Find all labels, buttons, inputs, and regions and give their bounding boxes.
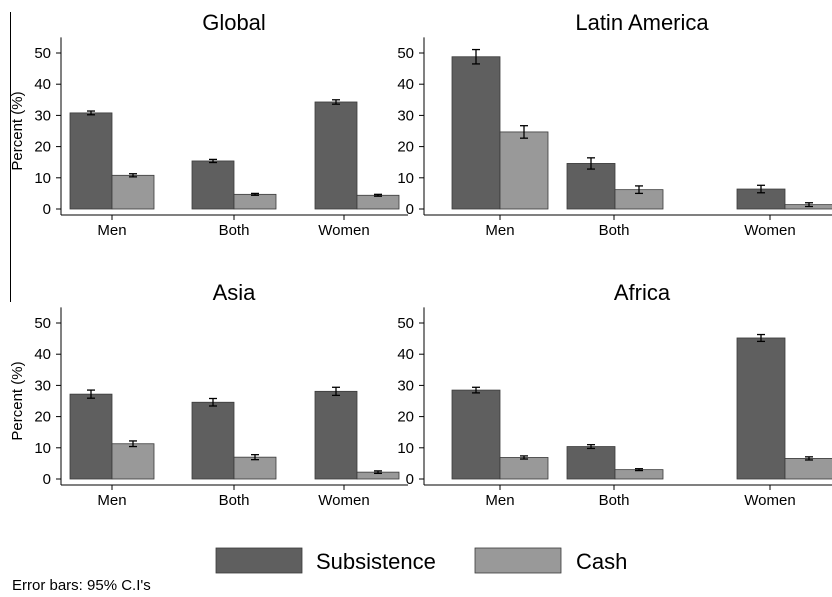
panel-title: Latin America xyxy=(575,10,709,35)
bar-subsistence-women xyxy=(314,390,358,480)
y-tick-label: 0 xyxy=(43,471,51,488)
bar-subsistence-men xyxy=(69,393,113,480)
bar-subsistence-both xyxy=(566,163,616,210)
bar-cash-both xyxy=(233,456,277,480)
x-category-label: Both xyxy=(599,492,630,509)
bar-subsistence-men xyxy=(451,389,501,480)
panel-title: Asia xyxy=(213,280,257,305)
bar-cash-women xyxy=(356,194,400,210)
bar-subsistence-both xyxy=(191,160,235,210)
y-tick-label: 0 xyxy=(43,201,51,218)
bar-cash-men xyxy=(111,174,155,210)
y-tick-label: 40 xyxy=(34,76,51,93)
panel-asia: Asia Percent (%) 0 10 20 30 40 50 Men Both Women xyxy=(9,280,408,509)
legend-label-subsistence: Subsistence xyxy=(316,549,436,574)
y-tick-label: 50 xyxy=(34,315,51,332)
y-tick-label: 0 xyxy=(406,471,414,488)
panel-title: Global xyxy=(202,10,266,35)
panel-global: Global Percent (%) 0 10 20 30 40 50 Men Both Wom… xyxy=(9,10,408,239)
bar-cash-men xyxy=(111,443,155,480)
bar-subsistence-both xyxy=(191,401,235,480)
bar-subsistence-women xyxy=(314,101,358,210)
x-category-label: Women xyxy=(318,492,369,509)
x-category-label: Women xyxy=(744,222,795,239)
bar-subsistence-men xyxy=(69,112,113,210)
x-category-label: Men xyxy=(97,492,126,509)
y-tick-label: 20 xyxy=(34,409,51,426)
legend: Subsistence Cash xyxy=(215,547,627,574)
x-category-label: Both xyxy=(219,492,250,509)
y-tick-label: 40 xyxy=(397,346,414,363)
y-axis-label: Percent (%) xyxy=(9,91,26,170)
x-category-label: Men xyxy=(485,222,514,239)
y-tick-label: 30 xyxy=(34,107,51,124)
bar-cash-men xyxy=(499,457,549,480)
x-category-label: Both xyxy=(599,222,630,239)
y-tick-label: 10 xyxy=(34,170,51,187)
y-tick-label: 50 xyxy=(34,45,51,62)
legend-label-cash: Cash xyxy=(576,549,627,574)
y-tick-label: 50 xyxy=(397,315,414,332)
y-axis-label: Percent (%) xyxy=(9,361,26,440)
y-tick-label: 30 xyxy=(397,107,414,124)
y-tick-label: 20 xyxy=(34,139,51,156)
y-tick-label: 0 xyxy=(406,201,414,218)
legend-swatch-subsistence xyxy=(215,547,303,574)
legend-swatch-cash xyxy=(474,547,562,574)
y-tick-label: 20 xyxy=(397,409,414,426)
y-tick-label: 50 xyxy=(397,45,414,62)
y-tick-label: 40 xyxy=(397,76,414,93)
bar-subsistence-women xyxy=(736,337,786,480)
y-tick-label: 10 xyxy=(397,170,414,187)
x-category-label: Men xyxy=(97,222,126,239)
bar-subsistence-men xyxy=(451,56,501,210)
y-tick-label: 20 xyxy=(397,139,414,156)
bar-cash-both xyxy=(233,193,277,210)
y-tick-label: 30 xyxy=(397,377,414,394)
x-category-label: Men xyxy=(485,492,514,509)
y-tick-label: 10 xyxy=(397,440,414,457)
panel-latin-america: Latin America 0 10 20 30 40 50 Men Both Women xyxy=(397,10,832,239)
y-tick-label: 10 xyxy=(34,440,51,457)
error-bar-note: Error bars: 95% C.I's xyxy=(12,577,151,594)
bar-cash-women xyxy=(784,458,832,480)
x-category-label: Women xyxy=(744,492,795,509)
panel-title: Africa xyxy=(614,280,671,305)
panel-africa: Africa 0 10 20 30 40 50 Men Both Women xyxy=(397,280,832,509)
bar-subsistence-both xyxy=(566,446,616,480)
x-category-label: Both xyxy=(219,222,250,239)
x-category-label: Women xyxy=(318,222,369,239)
y-tick-label: 30 xyxy=(34,377,51,394)
y-tick-label: 40 xyxy=(34,346,51,363)
bar-cash-men xyxy=(499,131,549,210)
